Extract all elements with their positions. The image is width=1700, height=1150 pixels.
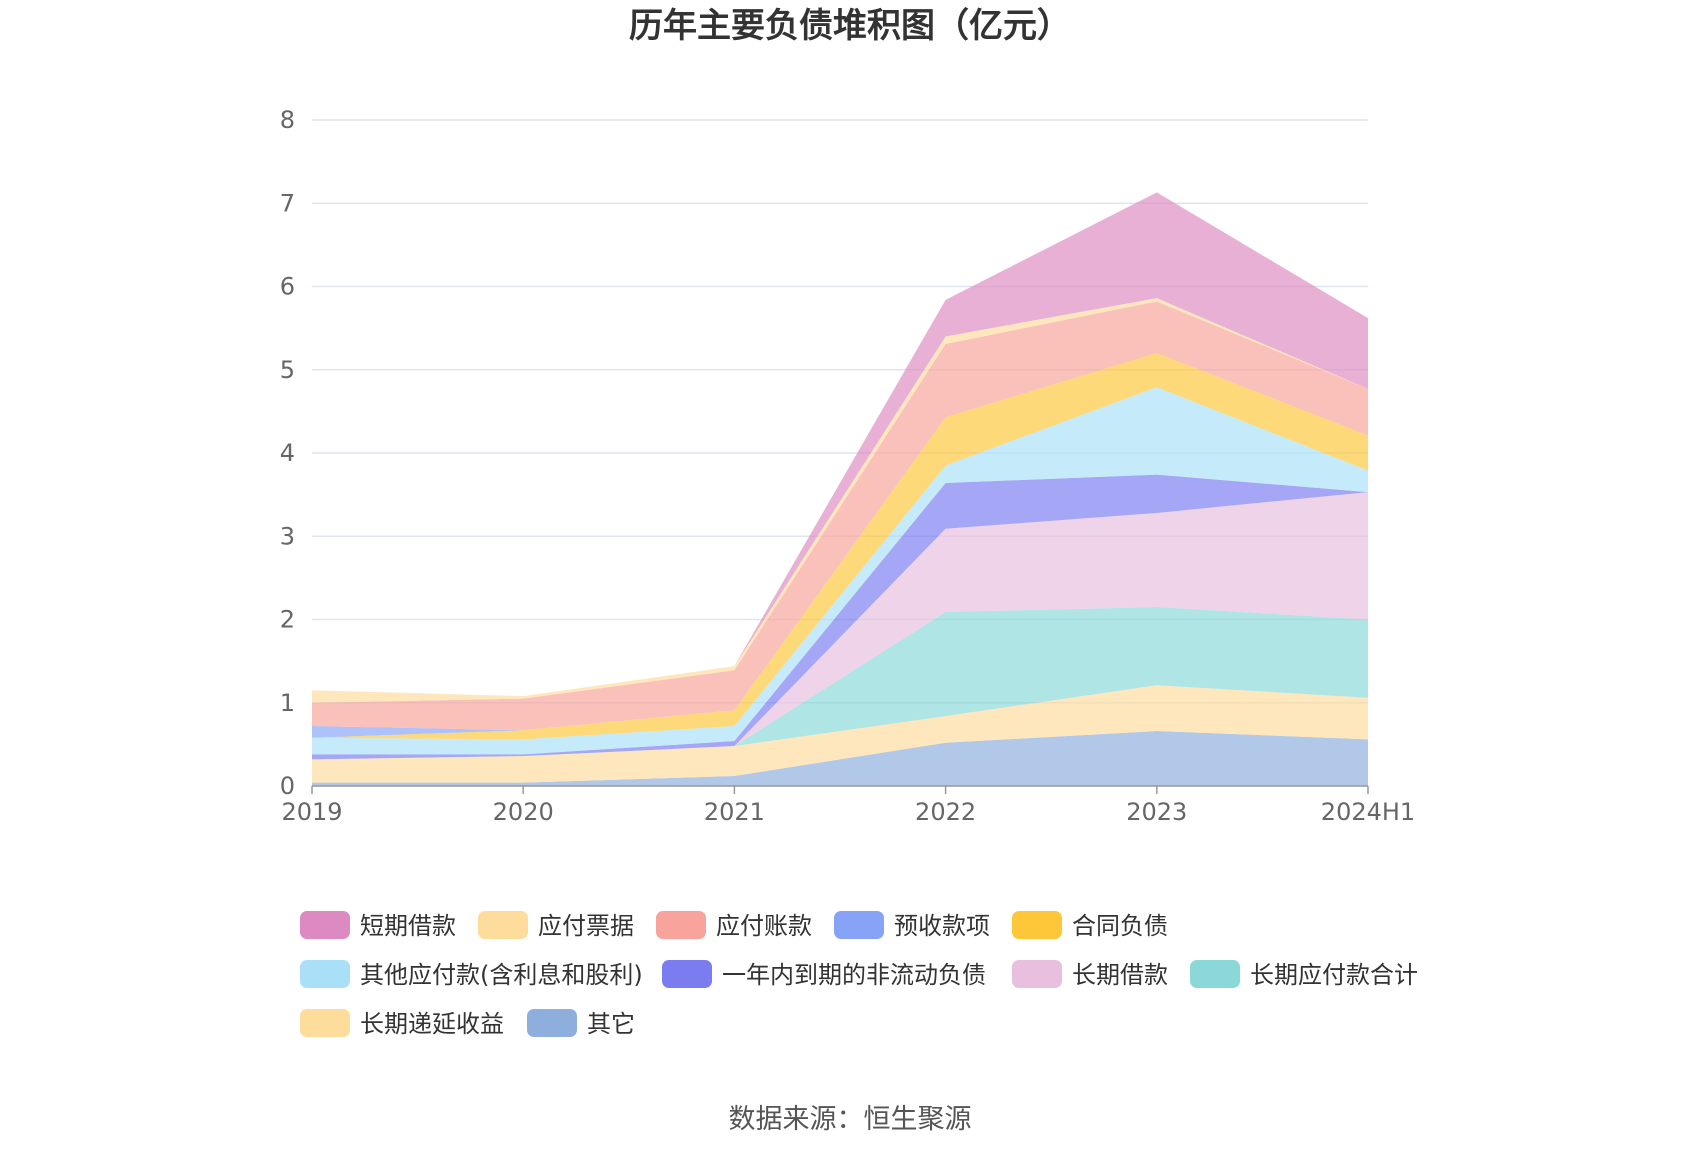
x-tick-label: 2019 (281, 798, 342, 826)
legend-swatch (1190, 960, 1240, 988)
x-tick-label: 2024H1 (1321, 798, 1415, 826)
x-tick-label: 2021 (704, 798, 765, 826)
area-2 (312, 607, 1368, 760)
area-3 (312, 492, 1368, 760)
legend-swatch (300, 1009, 350, 1037)
legend-swatch (300, 911, 350, 939)
legend-label: 预收款项 (894, 912, 990, 940)
y-tick-label: 1 (280, 689, 295, 717)
legend-item[interactable]: 其他应付款(含利息和股利) (300, 960, 643, 989)
area-8 (312, 301, 1368, 731)
legend-item[interactable]: 长期递延收益 (300, 1009, 504, 1038)
y-tick-label: 6 (280, 273, 295, 301)
y-tick-label: 3 (280, 522, 295, 550)
y-tick-label: 8 (280, 106, 295, 134)
legend-label: 其它 (587, 1010, 635, 1038)
area-1 (312, 685, 1368, 783)
legend-item[interactable]: 短期借款 (300, 911, 456, 940)
x-tick-label: 2023 (1126, 798, 1187, 826)
legend-swatch (662, 960, 712, 988)
legend-label: 短期借款 (360, 912, 456, 940)
legend-label: 长期递延收益 (360, 1010, 504, 1038)
legend-swatch (656, 911, 706, 939)
axes: 0 1 2 3 4 5 6 7 8 2019 2020 2021 2022 2023 2024H1 (280, 106, 1415, 826)
area-4 (312, 474, 1368, 760)
legend-label: 长期应付款合计 (1250, 961, 1418, 989)
legend-label: 一年内到期的非流动负债 (722, 961, 986, 989)
legend-label: 长期借款 (1072, 961, 1168, 989)
legend-item[interactable]: 长期应付款合计 (1190, 960, 1418, 989)
y-tick-label: 7 (280, 189, 295, 217)
x-tick-label: 2020 (493, 798, 554, 826)
x-tick-label: 2022 (915, 798, 976, 826)
area-series (312, 192, 1368, 786)
legend-swatch (478, 911, 528, 939)
legend-item[interactable]: 预收款项 (834, 911, 990, 940)
legend-swatch (527, 1009, 577, 1037)
legend-item[interactable]: 长期借款 (1012, 960, 1168, 989)
legend-item[interactable]: 一年内到期的非流动负债 (662, 960, 986, 989)
chart-title: 历年主要负债堆积图（亿元） (629, 6, 1071, 46)
data-source: 数据来源：恒生聚源 (729, 1104, 972, 1135)
legend-label: 合同负债 (1072, 912, 1168, 940)
legend-item[interactable]: 其它 (527, 1009, 635, 1038)
legend-swatch (300, 960, 350, 988)
legend-item[interactable]: 应付票据 (478, 911, 634, 940)
y-tick-label: 4 (280, 439, 295, 467)
legend-label: 应付账款 (716, 912, 812, 940)
y-tick-label: 2 (280, 606, 295, 634)
area-0 (312, 731, 1368, 786)
y-tick-label: 0 (280, 772, 295, 800)
legend-item[interactable]: 应付账款 (656, 911, 812, 940)
legend-swatch (834, 911, 884, 939)
legend-label: 其他应付款(含利息和股利) (360, 961, 643, 989)
legend-swatch (1012, 960, 1062, 988)
legend-label: 应付票据 (538, 912, 634, 940)
legend-swatch (1012, 911, 1062, 939)
legend-item[interactable]: 合同负债 (1012, 911, 1168, 940)
y-tick-label: 5 (280, 356, 295, 384)
